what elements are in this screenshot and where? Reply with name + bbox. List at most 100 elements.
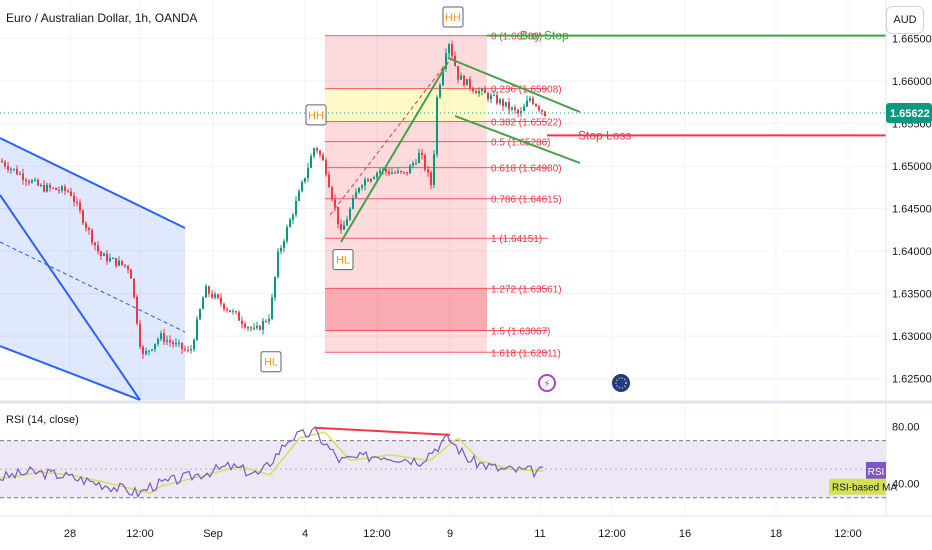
candle-body	[274, 276, 276, 298]
fib-level-label: 0 (1.66532)	[491, 32, 542, 43]
candle-body	[490, 95, 492, 100]
candle-body	[391, 172, 393, 174]
candle-body	[37, 179, 39, 186]
candle-body	[112, 258, 114, 260]
candle-body	[241, 320, 243, 325]
candle-body	[265, 320, 267, 322]
candle-body	[331, 187, 333, 200]
candle-body	[340, 224, 342, 230]
candle-body	[73, 195, 75, 202]
candle-body	[469, 79, 471, 88]
candle-body	[133, 278, 135, 297]
candle-body	[370, 178, 372, 182]
price-tick-label: 1.66500	[892, 33, 932, 45]
fib-zone	[325, 330, 487, 353]
time-tick-label: 4	[302, 528, 308, 540]
candle-body	[250, 327, 252, 329]
last-price-value: 1.65622	[890, 108, 930, 120]
stop-loss-label: Stop Loss	[578, 128, 631, 142]
candle-body	[451, 44, 453, 56]
channel-lower-line	[0, 345, 141, 401]
candle-body	[31, 180, 33, 183]
candle-body	[214, 294, 216, 298]
candle-body	[478, 90, 480, 94]
candle-body	[10, 168, 12, 170]
candle-body	[34, 179, 36, 181]
candle-body	[184, 349, 186, 351]
candle-body	[379, 170, 381, 173]
time-tick-label: 28	[64, 528, 76, 540]
time-tick-label: 12:00	[126, 528, 154, 540]
candle-body	[361, 185, 363, 188]
swing-label: HH	[308, 110, 324, 122]
fib-level-label: 0.382 (1.65522)	[491, 118, 562, 129]
candle-body	[13, 168, 15, 170]
candle-body	[484, 89, 486, 94]
candle-body	[106, 253, 108, 262]
candle-body	[244, 324, 246, 328]
candle-body	[115, 258, 117, 266]
candle-body	[28, 181, 30, 183]
candle-body	[154, 343, 156, 350]
candle-body	[535, 103, 537, 107]
candles	[1, 40, 546, 359]
candle-body	[385, 169, 387, 172]
candle-body	[505, 102, 507, 107]
candle-body	[397, 170, 399, 173]
swing-label: HL	[264, 357, 278, 369]
candle-body	[349, 208, 351, 220]
rsi-tick-label: 40.00	[892, 478, 920, 490]
swing-label-box	[332, 249, 354, 271]
candle-body	[19, 173, 21, 175]
candle-body	[142, 346, 144, 355]
channel-fill	[0, 138, 185, 400]
candle-body	[325, 160, 327, 175]
candle-body	[496, 95, 498, 104]
candle-body	[40, 185, 42, 187]
candle-body	[520, 111, 522, 114]
candle-body	[523, 106, 525, 112]
candle-body	[280, 248, 282, 252]
eu-flag-icon	[612, 374, 630, 392]
candle-body	[121, 260, 123, 265]
candle-body	[211, 293, 213, 298]
fib-level-label: 1 (1.64151)	[491, 234, 542, 245]
candle-body	[337, 207, 339, 225]
rsi-line	[0, 426, 544, 499]
candle-body	[205, 286, 207, 298]
candle-body	[109, 258, 111, 262]
candle-body	[229, 310, 231, 313]
currency-button[interactable]: AUD	[886, 6, 924, 34]
candle-body	[61, 186, 63, 191]
candle-body	[145, 350, 147, 355]
candle-body	[85, 223, 87, 228]
candle-body	[97, 245, 99, 252]
candle-body	[64, 186, 66, 191]
candle-body	[193, 339, 195, 350]
channel-bottom-line	[454, 115, 581, 164]
uptrend-line	[340, 61, 449, 243]
candle-body	[268, 318, 270, 322]
candle-body	[58, 189, 60, 191]
candle-body	[76, 201, 78, 203]
candle-body	[304, 178, 306, 182]
candle-body	[202, 297, 204, 310]
candle-body	[220, 297, 222, 304]
candle-body	[247, 327, 249, 329]
rsi-badge-label: RSI	[868, 467, 885, 478]
channel-mid-line	[0, 241, 186, 333]
candle-body	[541, 109, 543, 112]
candle-body	[460, 75, 462, 80]
candle-body	[373, 177, 375, 179]
candle-body	[502, 99, 504, 107]
candle-body	[472, 87, 474, 92]
lightning-event-icon	[538, 374, 556, 392]
candle-body	[301, 181, 303, 192]
candle-body	[277, 251, 279, 277]
candle-body	[4, 162, 6, 167]
candle-body	[517, 109, 519, 114]
candle-body	[367, 179, 369, 182]
candle-body	[163, 333, 165, 342]
candle-body	[88, 227, 90, 230]
candle-body	[52, 187, 54, 189]
